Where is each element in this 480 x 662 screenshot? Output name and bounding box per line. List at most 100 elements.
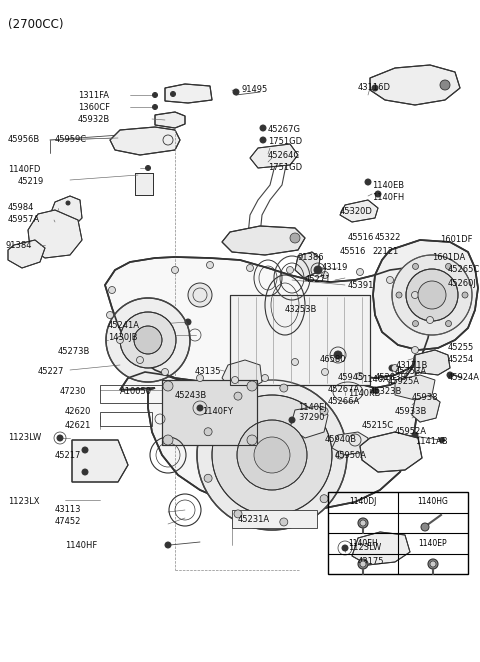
- Text: 1140EP: 1140EP: [419, 540, 447, 549]
- Text: 45938: 45938: [412, 393, 439, 402]
- Circle shape: [247, 435, 257, 445]
- Circle shape: [428, 559, 438, 569]
- Text: 43175: 43175: [358, 557, 384, 567]
- Circle shape: [375, 191, 381, 197]
- Text: 45932B: 45932B: [78, 115, 110, 124]
- Polygon shape: [290, 406, 328, 438]
- Circle shape: [418, 281, 446, 309]
- Text: 45265C: 45265C: [448, 265, 480, 275]
- Circle shape: [406, 269, 458, 321]
- Bar: [135, 173, 153, 195]
- Text: 1751GD: 1751GD: [268, 162, 302, 171]
- Text: 91384: 91384: [5, 242, 32, 250]
- Circle shape: [161, 369, 168, 375]
- Text: 45227: 45227: [38, 367, 64, 377]
- Circle shape: [82, 447, 88, 453]
- Circle shape: [287, 267, 293, 273]
- Bar: [328, 492, 468, 574]
- Text: 42621: 42621: [65, 420, 91, 430]
- Circle shape: [427, 316, 433, 324]
- Circle shape: [412, 263, 419, 269]
- Bar: [232, 510, 317, 528]
- Circle shape: [334, 351, 342, 359]
- Text: 43253B: 43253B: [285, 305, 317, 314]
- Text: 43171B: 43171B: [396, 361, 428, 369]
- Circle shape: [290, 233, 300, 243]
- Circle shape: [204, 428, 212, 436]
- Text: 45952A: 45952A: [395, 428, 427, 436]
- Text: 45241A: 45241A: [108, 320, 140, 330]
- Circle shape: [145, 166, 151, 171]
- Circle shape: [153, 93, 157, 97]
- Polygon shape: [120, 355, 416, 510]
- Circle shape: [197, 380, 347, 530]
- Text: 1140DJ: 1140DJ: [349, 498, 377, 506]
- Circle shape: [134, 326, 162, 354]
- Text: 45243B: 45243B: [175, 391, 207, 399]
- Text: 46580: 46580: [320, 355, 347, 365]
- Circle shape: [389, 365, 395, 371]
- Circle shape: [163, 435, 173, 445]
- Circle shape: [204, 474, 212, 482]
- Text: 37290: 37290: [298, 414, 324, 422]
- Text: 43135: 43135: [195, 367, 221, 377]
- Circle shape: [153, 105, 157, 109]
- Circle shape: [386, 277, 394, 283]
- Circle shape: [357, 269, 363, 275]
- Circle shape: [163, 381, 173, 391]
- Circle shape: [411, 291, 419, 299]
- Circle shape: [231, 377, 239, 383]
- Circle shape: [445, 320, 452, 326]
- Circle shape: [392, 255, 472, 335]
- Circle shape: [440, 438, 444, 442]
- Text: 1123LW: 1123LW: [348, 544, 381, 553]
- Text: 45957A: 45957A: [8, 216, 40, 224]
- Polygon shape: [395, 375, 435, 400]
- Text: 45945: 45945: [338, 373, 364, 383]
- Text: 1140FD: 1140FD: [8, 166, 40, 175]
- Circle shape: [440, 80, 450, 90]
- Circle shape: [117, 336, 123, 344]
- Text: 1430JB: 1430JB: [108, 334, 137, 342]
- Circle shape: [82, 469, 88, 475]
- Polygon shape: [415, 350, 450, 375]
- Circle shape: [247, 265, 253, 271]
- Circle shape: [314, 266, 322, 274]
- Circle shape: [260, 125, 266, 131]
- Circle shape: [396, 292, 402, 298]
- Circle shape: [358, 518, 368, 528]
- Text: 1123LW: 1123LW: [8, 434, 41, 442]
- Text: 1140EB: 1140EB: [372, 181, 404, 191]
- Text: 1140EH: 1140EH: [348, 540, 378, 549]
- Text: 45273B: 45273B: [58, 348, 90, 357]
- Circle shape: [412, 432, 418, 438]
- Polygon shape: [222, 360, 262, 390]
- Circle shape: [260, 137, 266, 143]
- Text: 45254: 45254: [448, 355, 474, 365]
- Circle shape: [120, 312, 176, 368]
- Circle shape: [421, 523, 429, 531]
- Polygon shape: [28, 210, 82, 258]
- Text: 43113: 43113: [55, 506, 82, 514]
- Circle shape: [360, 520, 366, 526]
- Text: 1140EJ: 1140EJ: [298, 404, 327, 412]
- Circle shape: [289, 417, 295, 423]
- Text: 42620: 42620: [65, 408, 91, 416]
- Circle shape: [136, 357, 144, 363]
- Text: 22121: 22121: [372, 248, 398, 256]
- Circle shape: [291, 359, 299, 365]
- Bar: [100, 412, 152, 426]
- Polygon shape: [340, 200, 378, 222]
- Text: 1141AB: 1141AB: [415, 438, 448, 446]
- Circle shape: [188, 283, 212, 307]
- Circle shape: [320, 407, 328, 415]
- Circle shape: [237, 420, 307, 490]
- Text: 45231A: 45231A: [238, 516, 270, 524]
- Circle shape: [342, 545, 348, 551]
- Text: 45984: 45984: [8, 203, 35, 213]
- Circle shape: [336, 451, 344, 459]
- Text: 45264C: 45264C: [268, 150, 300, 160]
- Circle shape: [372, 387, 378, 393]
- Text: 45253A: 45253A: [395, 367, 427, 377]
- Text: 45271: 45271: [305, 275, 331, 285]
